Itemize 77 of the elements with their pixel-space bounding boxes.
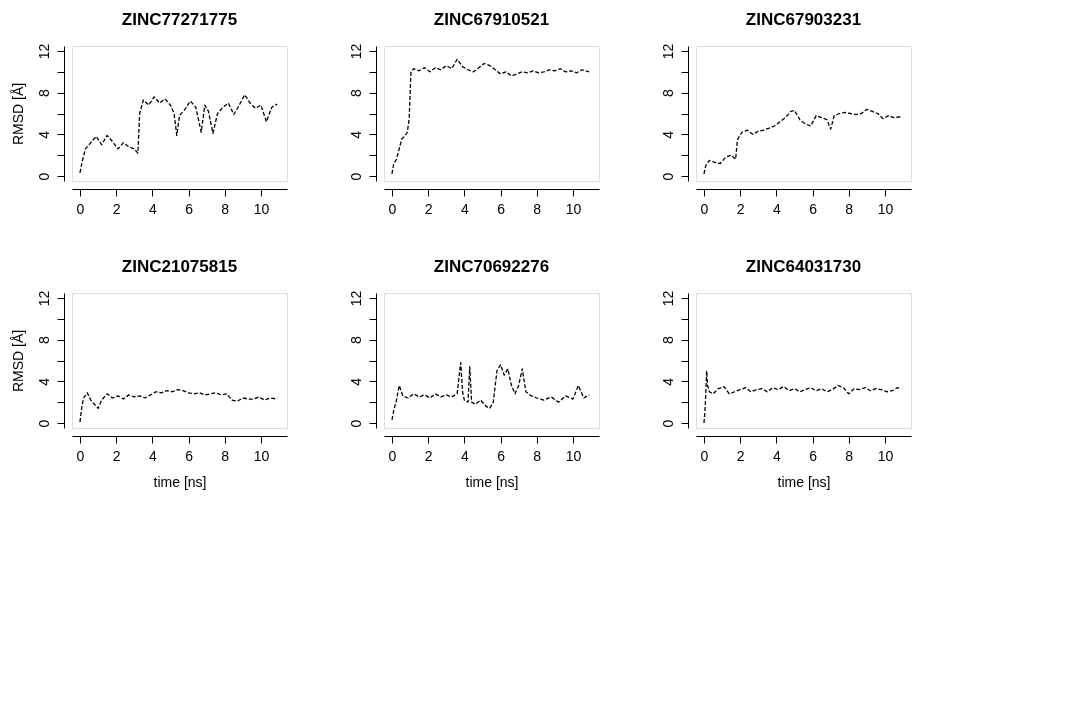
y-tick-label: 4 bbox=[659, 130, 676, 139]
x-tick-label: 10 bbox=[253, 200, 270, 217]
y-tick-label: 8 bbox=[347, 336, 364, 345]
chart-title: ZINC67903231 bbox=[745, 10, 862, 30]
chart-title: ZINC67910521 bbox=[433, 10, 550, 30]
y-tick-label: 4 bbox=[35, 130, 52, 139]
y-tick-label: 8 bbox=[35, 336, 52, 345]
chart-title: ZINC70692276 bbox=[433, 257, 550, 277]
x-axis-title: time [ns] bbox=[465, 473, 519, 490]
x-tick-label: 4 bbox=[460, 447, 469, 464]
x-tick-label: 6 bbox=[497, 200, 506, 217]
x-axis-title: time [ns] bbox=[153, 473, 207, 490]
y-tick-label: 8 bbox=[659, 336, 676, 345]
x-tick-label: 4 bbox=[148, 200, 157, 217]
x-tick-label: 0 bbox=[76, 200, 85, 217]
x-tick-label: 4 bbox=[460, 200, 469, 217]
y-tick-label: 4 bbox=[659, 377, 676, 386]
y-tick-label: 0 bbox=[35, 419, 52, 428]
y-tick-label: 8 bbox=[347, 89, 364, 98]
x-tick-label: 2 bbox=[736, 200, 745, 217]
y-tick-label: 0 bbox=[35, 172, 52, 181]
y-tick-label: 4 bbox=[347, 130, 364, 139]
line-series bbox=[391, 58, 590, 175]
y-tick-label: 12 bbox=[35, 290, 52, 307]
line-series bbox=[703, 108, 902, 175]
x-tick-label: 8 bbox=[221, 447, 230, 464]
y-tick-label: 0 bbox=[659, 172, 676, 181]
y-tick-label: 12 bbox=[659, 290, 676, 307]
chart-title: ZINC64031730 bbox=[745, 257, 862, 277]
line-series bbox=[703, 370, 902, 424]
x-tick-label: 6 bbox=[185, 447, 194, 464]
line-series bbox=[391, 361, 590, 421]
y-tick-label: 4 bbox=[35, 377, 52, 386]
x-tick-label: 0 bbox=[700, 447, 709, 464]
chart-title: ZINC77271775 bbox=[121, 10, 238, 30]
chart-title: ZINC21075815 bbox=[121, 257, 238, 277]
x-tick-label: 6 bbox=[185, 200, 194, 217]
y-tick-label: 0 bbox=[347, 172, 364, 181]
x-tick-label: 2 bbox=[112, 200, 121, 217]
x-tick-label: 0 bbox=[388, 447, 397, 464]
line-series bbox=[79, 389, 278, 423]
y-tick-label: 12 bbox=[347, 43, 364, 60]
y-tick-label: 0 bbox=[659, 419, 676, 428]
x-tick-label: 2 bbox=[112, 447, 121, 464]
x-tick-label: 8 bbox=[533, 447, 542, 464]
x-tick-label: 0 bbox=[388, 200, 397, 217]
x-tick-label: 4 bbox=[772, 200, 781, 217]
x-tick-label: 4 bbox=[148, 447, 157, 464]
x-tick-label: 8 bbox=[845, 200, 854, 217]
y-axis-title: RMSD [Å] bbox=[9, 329, 26, 393]
x-tick-label: 10 bbox=[565, 447, 582, 464]
x-tick-label: 0 bbox=[76, 447, 85, 464]
x-tick-label: 4 bbox=[772, 447, 781, 464]
x-tick-label: 10 bbox=[877, 447, 894, 464]
x-tick-label: 10 bbox=[565, 200, 582, 217]
y-tick-label: 12 bbox=[35, 43, 52, 60]
x-tick-label: 0 bbox=[700, 200, 709, 217]
x-tick-label: 6 bbox=[809, 447, 818, 464]
y-tick-label: 8 bbox=[35, 89, 52, 98]
x-tick-label: 10 bbox=[253, 447, 270, 464]
x-tick-label: 2 bbox=[736, 447, 745, 464]
y-tick-label: 0 bbox=[347, 419, 364, 428]
x-tick-label: 6 bbox=[809, 200, 818, 217]
y-tick-label: 12 bbox=[659, 43, 676, 60]
y-tick-label: 12 bbox=[347, 290, 364, 307]
x-tick-label: 8 bbox=[845, 447, 854, 464]
y-tick-label: 4 bbox=[347, 377, 364, 386]
x-tick-label: 2 bbox=[424, 200, 433, 217]
y-tick-label: 8 bbox=[659, 89, 676, 98]
x-tick-label: 8 bbox=[221, 200, 230, 217]
x-tick-label: 2 bbox=[424, 447, 433, 464]
x-tick-label: 6 bbox=[497, 447, 506, 464]
x-tick-label: 10 bbox=[877, 200, 894, 217]
line-series bbox=[79, 94, 278, 174]
x-tick-label: 8 bbox=[533, 200, 542, 217]
y-axis-title: RMSD [Å] bbox=[9, 82, 26, 146]
x-axis-title: time [ns] bbox=[777, 473, 831, 490]
